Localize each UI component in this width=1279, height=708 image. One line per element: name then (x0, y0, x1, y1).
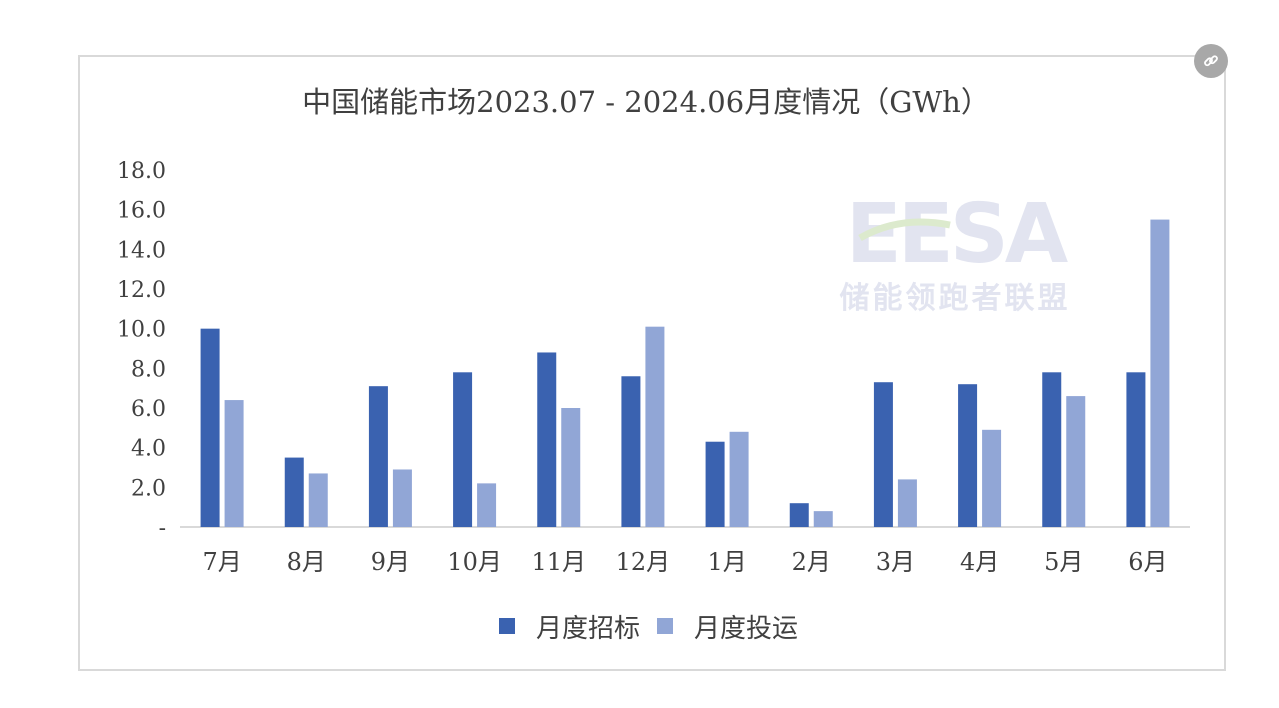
bar-monthly-bidding (200, 328, 220, 527)
y-tick-label: 2.0 (131, 476, 166, 501)
bar-monthly-bidding (789, 503, 809, 527)
watermark-subtitle: 储能领跑者联盟 (840, 281, 1071, 316)
y-tick-label: 10.0 (117, 318, 166, 343)
bar-monthly-commissioning (561, 408, 581, 527)
bar-monthly-commissioning (477, 483, 497, 527)
y-tick-label: 16.0 (117, 199, 166, 224)
bar-monthly-commissioning (392, 469, 412, 527)
bar-monthly-bidding (453, 372, 473, 527)
y-tick-label: 18.0 (117, 159, 166, 184)
legend-swatch-monthly-bidding (499, 618, 515, 634)
chart-title: 中国储能市场2023.07 - 2024.06月度情况（GWh） (302, 85, 990, 119)
x-axis: 7月 8月 9月 10月 11月 12月 1月 2月 3月 4月 5月 6月 (202, 548, 1167, 576)
share-link-button[interactable] (1194, 44, 1228, 78)
bar-monthly-bidding (1042, 372, 1062, 527)
bar-monthly-commissioning (813, 511, 833, 527)
bar-monthly-bidding (958, 384, 978, 527)
x-tick-label: 5月 (1044, 548, 1083, 576)
legend-swatch-monthly-commissioning (657, 618, 673, 634)
x-tick-label: 12月 (616, 548, 671, 576)
watermark-swoosh (858, 218, 951, 242)
x-tick-label: 8月 (287, 548, 326, 576)
x-tick-label: 7月 (202, 548, 241, 576)
x-tick-label: 6月 (1128, 548, 1167, 576)
x-tick-label: 3月 (876, 548, 915, 576)
y-tick-label: 14.0 (117, 238, 166, 263)
y-tick-label: 4.0 (131, 437, 166, 462)
legend-label-monthly-commissioning: 月度投运 (694, 614, 798, 644)
bar-monthly-commissioning (982, 429, 1002, 527)
bar-monthly-commissioning (1066, 396, 1086, 527)
bar-monthly-bidding (705, 441, 725, 527)
link-icon (1204, 55, 1218, 67)
bar-monthly-bidding (284, 457, 304, 527)
x-tick-label: 2月 (792, 548, 831, 576)
y-tick-label: - (159, 516, 166, 541)
x-tick-label: 9月 (371, 548, 410, 576)
x-tick-label: 1月 (707, 548, 746, 576)
watermark: EESA 储能领跑者联盟 (840, 187, 1073, 316)
y-tick-label: 8.0 (131, 357, 166, 382)
bar-monthly-bidding (621, 376, 641, 527)
bar-monthly-bidding (873, 382, 893, 527)
x-tick-label: 10月 (447, 548, 502, 576)
bar-monthly-bidding (368, 386, 388, 527)
watermark-logo: EESA (846, 187, 1069, 282)
y-tick-label: 12.0 (117, 278, 166, 303)
y-axis: - 2.0 4.0 6.0 8.0 10.0 12.0 14.0 16.0 18.0 (117, 159, 166, 541)
bar-monthly-commissioning (645, 326, 665, 527)
x-tick-label: 4月 (960, 548, 999, 576)
bar-monthly-bidding (537, 352, 557, 527)
bar-monthly-commissioning (224, 400, 244, 527)
bar-monthly-bidding (1126, 372, 1146, 527)
legend-label-monthly-bidding: 月度招标 (536, 614, 640, 644)
bar-monthly-commissioning (308, 473, 328, 527)
bar-monthly-commissioning (1150, 219, 1170, 528)
bar-monthly-commissioning (729, 431, 749, 527)
bar-monthly-commissioning (897, 479, 917, 527)
x-tick-label: 11月 (531, 548, 586, 576)
legend: 月度招标 月度投运 (499, 614, 798, 644)
y-tick-label: 6.0 (131, 397, 166, 422)
bars (200, 219, 1170, 528)
